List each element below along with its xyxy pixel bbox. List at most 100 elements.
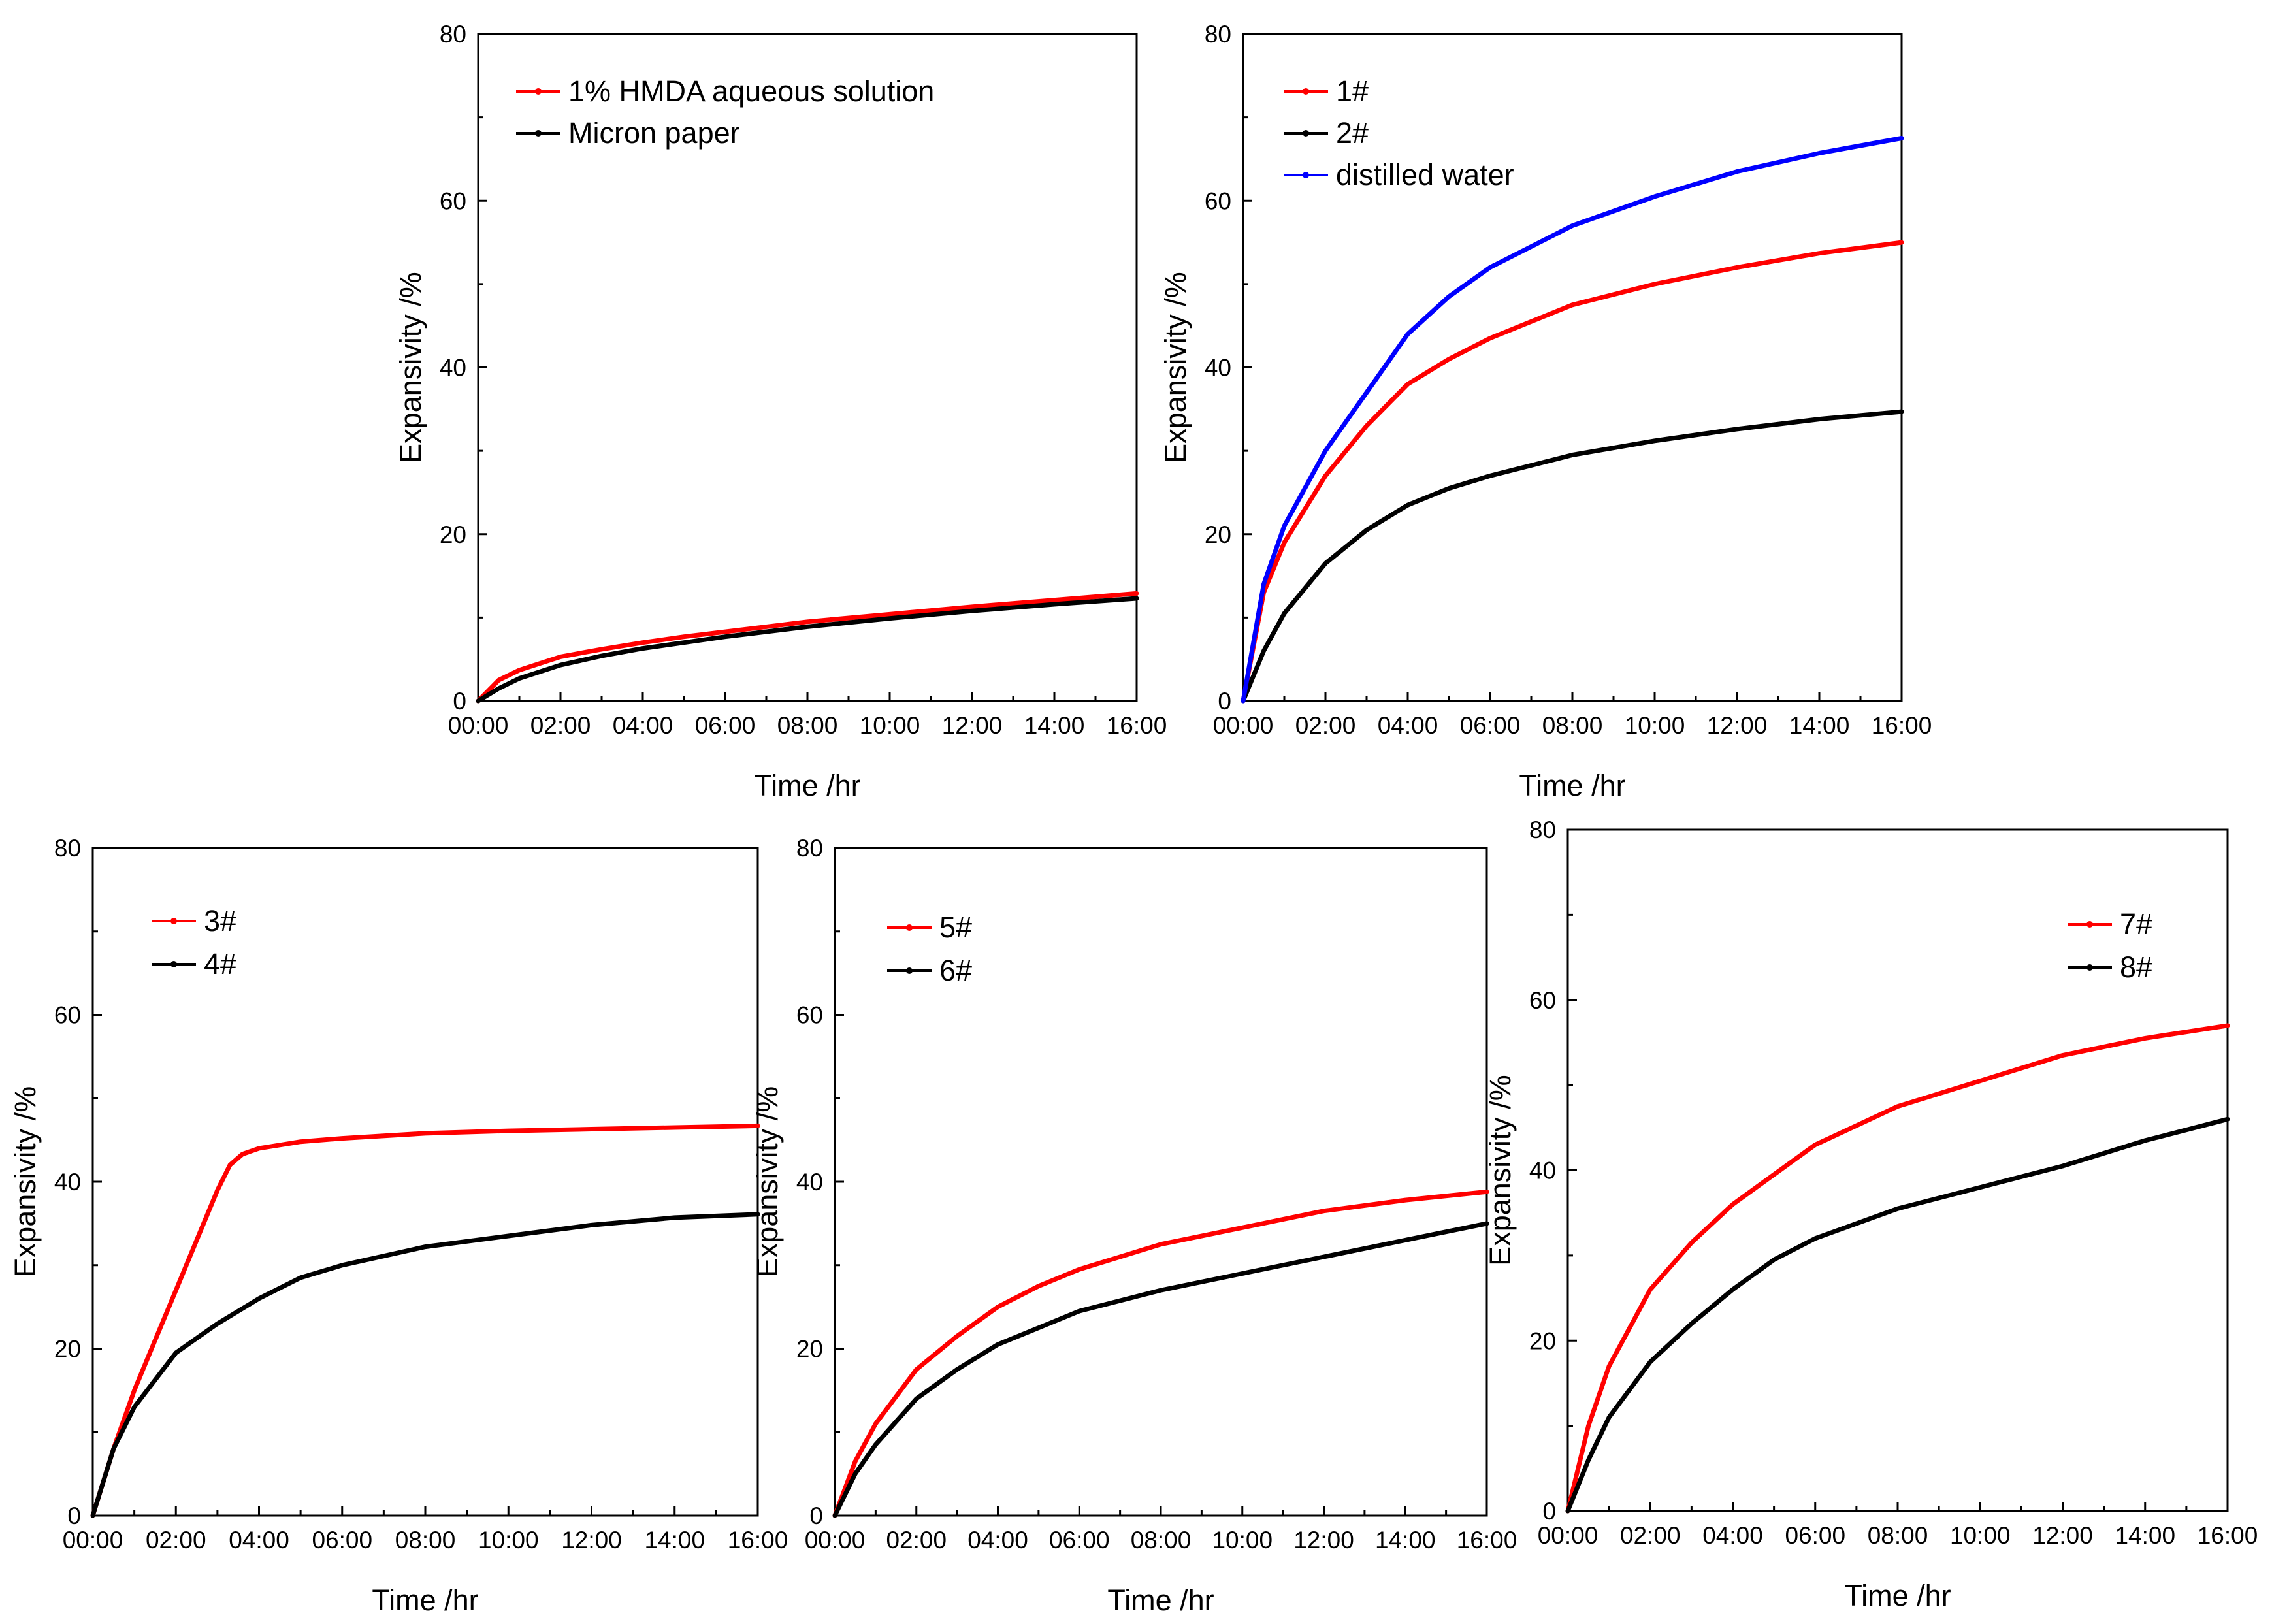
plot-frame bbox=[834, 847, 1488, 1517]
x-tick-label: 00:00 bbox=[1538, 1522, 1599, 1549]
series-line-2 bbox=[476, 596, 1139, 704]
x-tick-label: 06:00 bbox=[1049, 1527, 1110, 1553]
x-tick-label: 06:00 bbox=[1460, 712, 1521, 739]
legend-swatch-marker bbox=[535, 130, 542, 137]
x-tick-label: 14:00 bbox=[1024, 712, 1085, 739]
y-axis-title: Expansivity /% bbox=[394, 272, 427, 463]
x-tick-label: 06:00 bbox=[695, 712, 756, 739]
y-tick-label: 0 bbox=[809, 1502, 823, 1529]
x-tick-label: 08:00 bbox=[1131, 1527, 1192, 1553]
legend-label: 3# bbox=[204, 904, 236, 937]
x-tick-label: 12:00 bbox=[942, 712, 1003, 739]
y-tick-label: 40 bbox=[796, 1169, 823, 1195]
chart-panel-5-6: 00:00 02:00 04:00 06:00 08:00 10:00 12:00 14:00… bbox=[751, 835, 1517, 1617]
x-tick-label: 14:00 bbox=[2115, 1522, 2175, 1549]
x-tick-label: 02:00 bbox=[886, 1527, 947, 1553]
y-tick-label: 20 bbox=[1529, 1327, 1556, 1354]
x-tick-label: 10:00 bbox=[1950, 1522, 2011, 1549]
x-tick-label: 10:00 bbox=[860, 712, 920, 739]
x-tick-label: 16:00 bbox=[728, 1527, 788, 1553]
x-tick-label: 14:00 bbox=[1789, 712, 1850, 739]
y-axis-title: Expansivity /% bbox=[8, 1086, 42, 1278]
y-tick-label: 0 bbox=[453, 688, 466, 715]
series-line-2 bbox=[1241, 409, 1904, 704]
x-tick-label: 00:00 bbox=[63, 1527, 123, 1553]
series-line-1 bbox=[1565, 1023, 2230, 1514]
x-tick-label: 08:00 bbox=[1868, 1522, 1928, 1549]
legend-label: 5# bbox=[939, 911, 972, 944]
legend-label: 4# bbox=[204, 947, 236, 981]
x-tick-label: 00:00 bbox=[805, 1527, 866, 1553]
x-tick-label: 12:00 bbox=[2032, 1522, 2093, 1549]
x-tick-label: 02:00 bbox=[530, 712, 591, 739]
legend-label: 2# bbox=[1336, 116, 1369, 150]
series-line-2 bbox=[1565, 1116, 2230, 1514]
legend-label: 8# bbox=[2120, 950, 2152, 984]
y-tick-label: 40 bbox=[54, 1169, 81, 1195]
series-line-1 bbox=[1241, 240, 1904, 704]
legend-swatch-marker bbox=[2086, 921, 2093, 928]
legend-swatch-marker bbox=[170, 918, 177, 924]
legend-label: 1# bbox=[1336, 74, 1369, 108]
y-axis-title: Expansivity /% bbox=[1484, 1075, 1517, 1266]
y-tick-label: 0 bbox=[1542, 1498, 1556, 1525]
legend-label: distilled water bbox=[1336, 158, 1514, 191]
chart-panel-3-4: 00:00 02:00 04:00 06:00 08:00 10:00 12:00 14:00… bbox=[8, 835, 788, 1617]
y-tick-label: 20 bbox=[440, 521, 466, 548]
x-tick-label: 04:00 bbox=[229, 1527, 289, 1553]
y-tick-label: 20 bbox=[1205, 521, 1231, 548]
x-tick-label: 16:00 bbox=[1457, 1527, 1517, 1553]
chart-panel-7-8: 00:00 02:00 04:00 06:00 08:00 10:00 12:00 14:00… bbox=[1484, 817, 2258, 1612]
x-tick-label: 06:00 bbox=[1785, 1522, 1845, 1549]
y-tick-label: 80 bbox=[440, 21, 466, 48]
y-tick-label: 40 bbox=[440, 355, 466, 382]
chart-panel-1-2-water: 00:00 02:00 04:00 06:00 08:00 10:00 12:00 14:00… bbox=[1159, 21, 1932, 802]
x-tick-label: 14:00 bbox=[644, 1527, 705, 1553]
x-axis-title: Time /hr bbox=[1519, 769, 1625, 802]
x-tick-label: 02:00 bbox=[1620, 1522, 1681, 1549]
y-tick-label: 60 bbox=[1205, 187, 1231, 214]
y-tick-label: 0 bbox=[67, 1502, 81, 1529]
series-line-3 bbox=[1241, 136, 1904, 704]
series-line-2 bbox=[832, 1221, 1489, 1518]
y-tick-label: 60 bbox=[54, 1002, 81, 1029]
y-tick-label: 40 bbox=[1529, 1158, 1556, 1184]
legend-swatch-marker bbox=[906, 967, 913, 974]
y-tick-label: 80 bbox=[1205, 21, 1231, 48]
x-tick-label: 12:00 bbox=[1707, 712, 1768, 739]
x-tick-label: 04:00 bbox=[1702, 1522, 1763, 1549]
legend-label: 1% HMDA aqueous solution bbox=[568, 74, 934, 108]
series-line-1 bbox=[476, 591, 1139, 704]
x-tick-label: 08:00 bbox=[395, 1527, 456, 1553]
legend-swatch-marker bbox=[906, 924, 913, 931]
x-tick-label: 12:00 bbox=[561, 1527, 622, 1553]
legend-swatch-marker bbox=[535, 88, 542, 95]
x-tick-label: 16:00 bbox=[1872, 712, 1932, 739]
x-tick-label: 00:00 bbox=[448, 712, 509, 739]
legend-swatch-marker bbox=[1303, 172, 1309, 178]
legend-label: 7# bbox=[2120, 907, 2152, 941]
y-tick-label: 80 bbox=[54, 835, 81, 862]
legend-label: Micron paper bbox=[568, 116, 740, 150]
legend-label: 6# bbox=[939, 954, 972, 987]
y-axis-title: Expansivity /% bbox=[1159, 272, 1192, 463]
y-tick-label: 60 bbox=[440, 187, 466, 214]
x-tick-label: 06:00 bbox=[312, 1527, 372, 1553]
x-tick-label: 04:00 bbox=[1378, 712, 1438, 739]
x-tick-label: 16:00 bbox=[2198, 1522, 2258, 1549]
x-tick-label: 04:00 bbox=[613, 712, 673, 739]
legend-swatch-marker bbox=[1303, 130, 1309, 137]
y-tick-label: 80 bbox=[796, 835, 823, 862]
x-tick-label: 02:00 bbox=[146, 1527, 206, 1553]
x-tick-label: 16:00 bbox=[1107, 712, 1167, 739]
x-tick-label: 08:00 bbox=[1542, 712, 1603, 739]
x-tick-label: 02:00 bbox=[1295, 712, 1356, 739]
x-tick-label: 04:00 bbox=[967, 1527, 1028, 1553]
series-line-1 bbox=[832, 1189, 1489, 1518]
y-tick-label: 60 bbox=[1529, 987, 1556, 1014]
series-line-1 bbox=[90, 1123, 760, 1518]
x-axis-title: Time /hr bbox=[1107, 1583, 1214, 1617]
x-tick-label: 10:00 bbox=[1212, 1527, 1273, 1553]
x-tick-label: 14:00 bbox=[1375, 1527, 1436, 1553]
